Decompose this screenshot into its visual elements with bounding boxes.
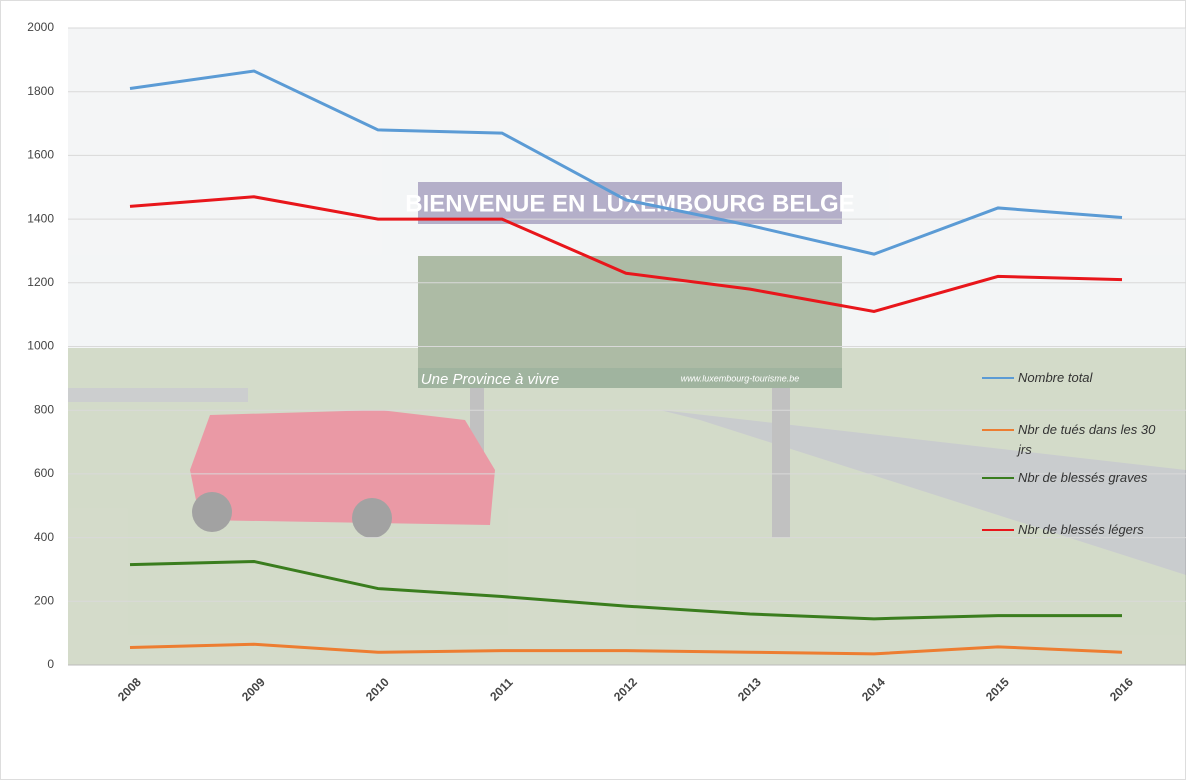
x-tick-label: 2011 [487,675,516,704]
y-tick-label: 1400 [27,211,54,225]
page: BIENVENUE EN LUXEMBOURG BELGE Une Provin… [0,0,1186,780]
y-tick-label: 1000 [27,339,54,353]
x-tick-label: 2013 [735,675,764,704]
x-tick-label: 2016 [1107,675,1136,704]
legend-item: Nbr de blessés graves [1018,468,1168,488]
annotation: BIENVENUE EN LUXEMBOURG BELGE [405,190,854,217]
legend-label: Nbr de blessés légers [1018,522,1144,537]
legend-swatch [982,377,1014,379]
legend-label: Nombre total [1018,370,1092,385]
y-tick-label: 2000 [27,20,54,34]
y-tick-label: 1800 [27,84,54,98]
legend-label: Nbr de blessés graves [1018,470,1147,485]
legend-label: Nbr de tués dans les 30 jrs [1018,422,1155,457]
x-tick-label: 2008 [115,675,144,704]
x-tick-label: 2012 [611,675,640,704]
x-tick-label: 2010 [363,675,392,704]
x-tick-label: 2014 [859,675,888,704]
chart: BIENVENUE EN LUXEMBOURG BELGE Une Provin… [0,0,1186,780]
legend-swatch [982,429,1014,431]
y-tick-label: 400 [34,530,54,544]
y-tick-label: 1200 [27,275,54,289]
y-tick-label: 600 [34,466,54,480]
legend-swatch [982,477,1014,479]
y-tick-label: 200 [34,593,54,607]
y-tick-label: 0 [47,657,54,671]
legend-item: Nombre total [1018,368,1168,388]
y-tick-label: 800 [34,402,54,416]
x-tick-label: 2009 [239,675,268,704]
y-tick-label: 1600 [27,148,54,162]
x-tick-label: 2015 [983,675,1012,704]
legend-item: Nbr de tués dans les 30 jrs [1018,420,1168,460]
annotation: Une Province à vivre [421,371,559,388]
annotation: www.luxembourg-tourisme.be [681,373,800,383]
legend-swatch [982,529,1014,531]
legend-item: Nbr de blessés légers [1018,520,1168,540]
